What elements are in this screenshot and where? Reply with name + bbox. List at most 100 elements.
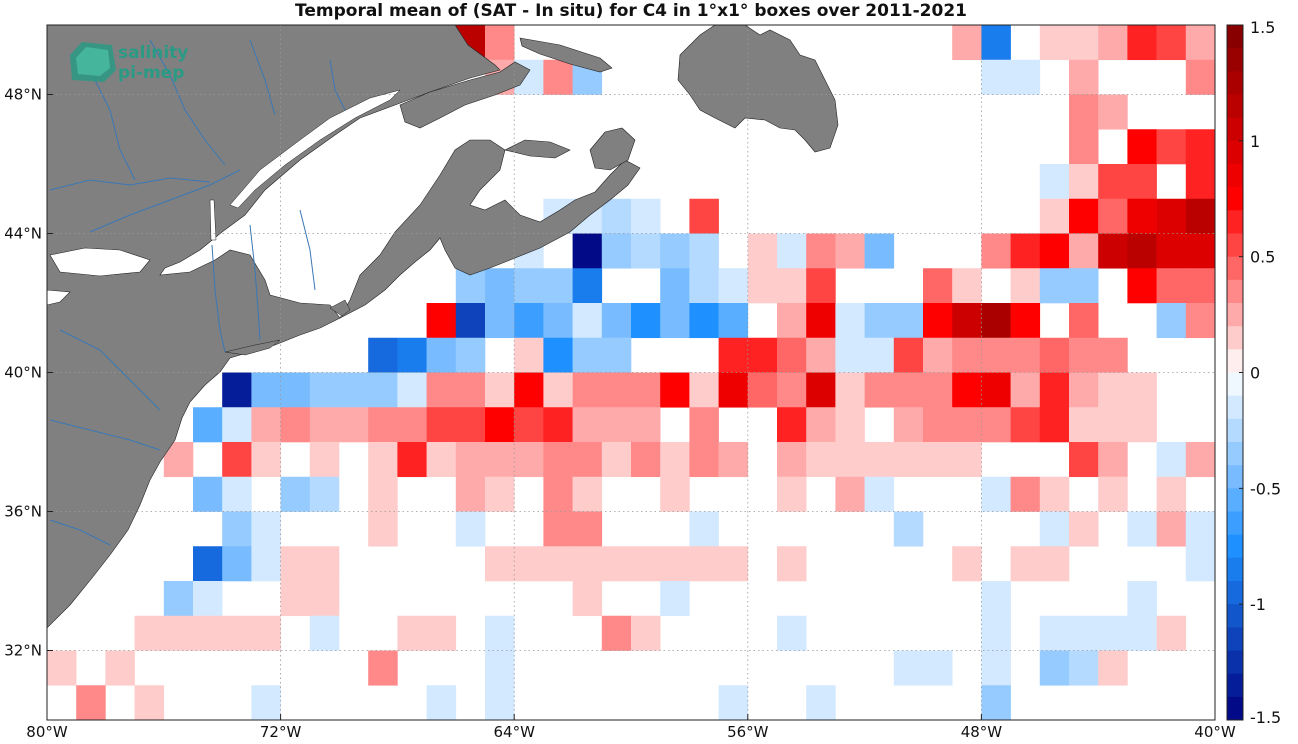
heatmap-cell — [1185, 303, 1215, 339]
colorbar-segment — [1227, 488, 1243, 512]
lat-tick-label: 36°N — [4, 503, 42, 521]
heatmap-cell — [1039, 615, 1070, 651]
heatmap-cell — [1010, 59, 1041, 95]
heatmap-cell — [660, 303, 690, 339]
colorbar-segment — [1227, 627, 1243, 651]
heatmap-cell — [1156, 198, 1187, 234]
heatmap-cell — [689, 198, 719, 234]
heatmap-cell — [952, 546, 982, 582]
heatmap-cell — [747, 268, 778, 304]
heatmap-cell — [309, 546, 340, 582]
heatmap-cell — [1039, 337, 1070, 373]
heatmap-cell — [514, 337, 544, 373]
lon-tick-label: 40°W — [1194, 723, 1236, 740]
heatmap-cell — [280, 372, 311, 408]
heatmap-cell — [543, 59, 573, 95]
heatmap-cell — [1127, 233, 1157, 269]
heatmap-cell — [193, 615, 223, 651]
lon-tick-label: 80°W — [26, 723, 68, 740]
heatmap-cell — [689, 233, 719, 269]
heatmap-cell — [777, 407, 807, 443]
heatmap-cell — [981, 581, 1011, 617]
heatmap-cell — [251, 546, 281, 582]
heatmap-cell — [280, 546, 311, 582]
heatmap-cell — [893, 407, 924, 443]
heatmap-cell — [543, 511, 573, 547]
heatmap-cell — [1010, 303, 1041, 339]
river-maine — [299, 209, 316, 291]
heatmap-cell — [1156, 268, 1187, 304]
heatmap-cell — [806, 337, 836, 373]
heatmap-cell — [631, 233, 661, 269]
heatmap-cell — [631, 546, 661, 582]
heatmap-cell — [368, 476, 398, 512]
colorbar-segment — [1227, 71, 1243, 95]
heatmap-cell — [835, 407, 865, 443]
colorbar-segment — [1227, 94, 1243, 119]
heatmap-cell — [193, 581, 223, 617]
heatmap-cell — [485, 303, 515, 339]
heatmap-cell — [981, 25, 1011, 61]
colorbar-segment — [1227, 140, 1243, 165]
heatmap-cell — [485, 685, 515, 720]
colorbar-segment — [1227, 465, 1243, 489]
river-north-4 — [89, 69, 136, 181]
heatmap-cell — [806, 233, 836, 269]
heatmap-cell — [777, 615, 807, 651]
heatmap-cell — [864, 372, 895, 408]
heatmap-cell — [1010, 407, 1041, 443]
colorbar-segment — [1227, 233, 1243, 258]
lake-ontario — [49, 247, 151, 277]
heatmap-cell — [514, 442, 544, 478]
heatmap-cell — [806, 303, 836, 339]
river-north-3 — [329, 59, 346, 111]
heatmap-cell — [1185, 511, 1215, 547]
logo-line2: pi-mep — [118, 63, 184, 83]
heatmap-cell — [806, 442, 836, 478]
heatmap-cell — [864, 442, 895, 478]
heatmap-cell — [1156, 476, 1187, 512]
heatmap-cell — [1098, 198, 1128, 234]
heatmap-cell — [222, 407, 252, 443]
heatmap-cell — [660, 581, 690, 617]
heatmap-cell — [893, 511, 924, 547]
lat-tick-label: 40°N — [4, 364, 42, 382]
heatmap-cell — [485, 442, 515, 478]
heatmap-cell — [1098, 164, 1128, 200]
heatmap-cell — [1039, 511, 1070, 547]
heatmap-cell — [1039, 546, 1070, 582]
heatmap-cell — [660, 476, 690, 512]
gaspe-land — [399, 61, 531, 129]
heatmap-cell — [835, 476, 865, 512]
heatmap-cell — [1185, 268, 1215, 304]
heatmap-cell — [1098, 442, 1128, 478]
heatmap-cell — [1098, 337, 1128, 373]
heatmap-cell — [631, 198, 661, 234]
heatmap-cell — [1185, 129, 1215, 165]
heatmap-cell — [1069, 129, 1099, 165]
heatmap-cell — [1185, 546, 1215, 582]
heatmap-cell — [631, 372, 661, 408]
heatmap-cell — [893, 442, 924, 478]
heatmap-cell — [309, 407, 340, 443]
heatmap-cell — [1127, 268, 1157, 304]
heatmap-cell — [572, 303, 603, 339]
river-north-1 — [149, 39, 226, 166]
heatmap-cell — [981, 59, 1011, 95]
heatmap-cell — [689, 372, 719, 408]
heatmap-cell — [1273, 95, 1298, 130]
heatmap-cell — [864, 337, 895, 373]
heatmap-cell — [251, 442, 281, 478]
heatmap-cell — [1069, 511, 1099, 547]
heatmap-cell — [251, 615, 281, 651]
heatmap-cell — [1010, 337, 1041, 373]
heatmap-cell — [631, 407, 661, 443]
heatmap-cell — [222, 476, 252, 512]
heatmap-cell — [485, 25, 515, 61]
heatmap-cell — [572, 581, 603, 617]
heatmap-cell — [631, 615, 661, 651]
heatmap-cell — [1069, 337, 1099, 373]
heatmap-cell — [572, 546, 603, 582]
heatmap-cell — [718, 303, 749, 339]
heatmap-cell — [426, 442, 457, 478]
